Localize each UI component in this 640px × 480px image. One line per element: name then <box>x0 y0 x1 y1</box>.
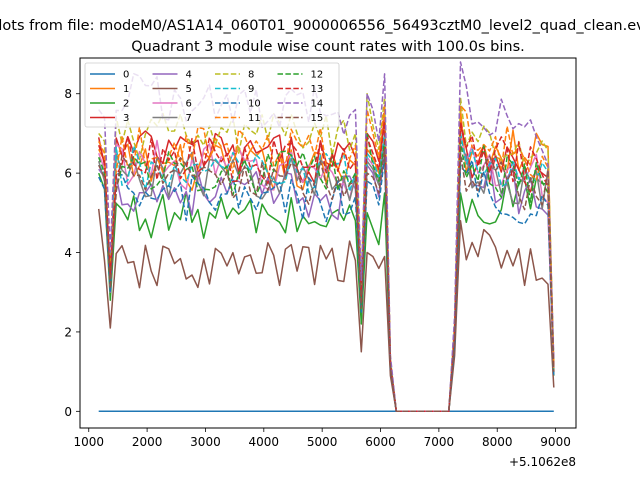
y-tick-label: 0 <box>64 405 72 419</box>
legend-label-1: 1 <box>123 84 129 95</box>
x-tick-label: 7000 <box>424 435 455 449</box>
x-tick-label: 3000 <box>190 435 221 449</box>
legend-label-5: 5 <box>186 84 192 95</box>
legend-label-12: 12 <box>311 70 324 81</box>
legend-label-11: 11 <box>248 113 261 124</box>
legend-label-14: 14 <box>311 99 324 110</box>
x-tick-label: 5000 <box>307 435 338 449</box>
series-line-4 <box>98 152 555 413</box>
series-line-11 <box>98 104 555 413</box>
series-line-5 <box>97 208 555 413</box>
legend-label-0: 0 <box>123 70 129 81</box>
series-layer <box>97 61 555 413</box>
legend-label-6: 6 <box>186 99 192 110</box>
series-line-12 <box>97 132 555 413</box>
series-line-15 <box>98 148 555 413</box>
legend-frame <box>84 62 340 128</box>
legend-label-8: 8 <box>248 70 254 81</box>
x-tick-label: 6000 <box>365 435 396 449</box>
series-line-10 <box>98 156 555 413</box>
x-tick-label: 1000 <box>73 435 104 449</box>
x-tick-label: 4000 <box>249 435 280 449</box>
x-tick-label: 2000 <box>132 435 163 449</box>
x-axis-offset-label: +5.1062e8 <box>509 455 576 469</box>
series-line-9 <box>98 132 555 413</box>
legend-label-13: 13 <box>311 84 324 95</box>
legend-label-4: 4 <box>186 70 192 81</box>
chart-suptitle: Plots from file: modeM0/AS1A14_060T01_90… <box>0 18 640 34</box>
legend-label-2: 2 <box>123 99 129 110</box>
legend-label-9: 9 <box>248 84 254 95</box>
series-line-13 <box>97 120 555 413</box>
x-tick-label: 8000 <box>482 435 513 449</box>
x-tick-label: 9000 <box>540 435 571 449</box>
y-tick-label: 8 <box>64 87 72 101</box>
y-axis: 0 2 4 6 8 <box>64 87 80 419</box>
legend-label-15: 15 <box>311 113 324 124</box>
series-line-8 <box>98 92 555 413</box>
legend-label-7: 7 <box>186 113 192 124</box>
axes-frame <box>79 57 577 429</box>
y-tick-label: 2 <box>64 325 72 339</box>
legend-label-3: 3 <box>123 113 129 124</box>
series-line-2 <box>97 172 555 413</box>
legend-label-10: 10 <box>248 99 261 110</box>
y-tick-label: 6 <box>64 167 72 181</box>
x-axis: 1000 2000 3000 4000 5000 6000 7000 8000 9000 <box>73 428 571 449</box>
chart-title: Quadrant 3 module wise count rates with … <box>131 39 525 55</box>
y-tick-label: 4 <box>64 246 72 260</box>
